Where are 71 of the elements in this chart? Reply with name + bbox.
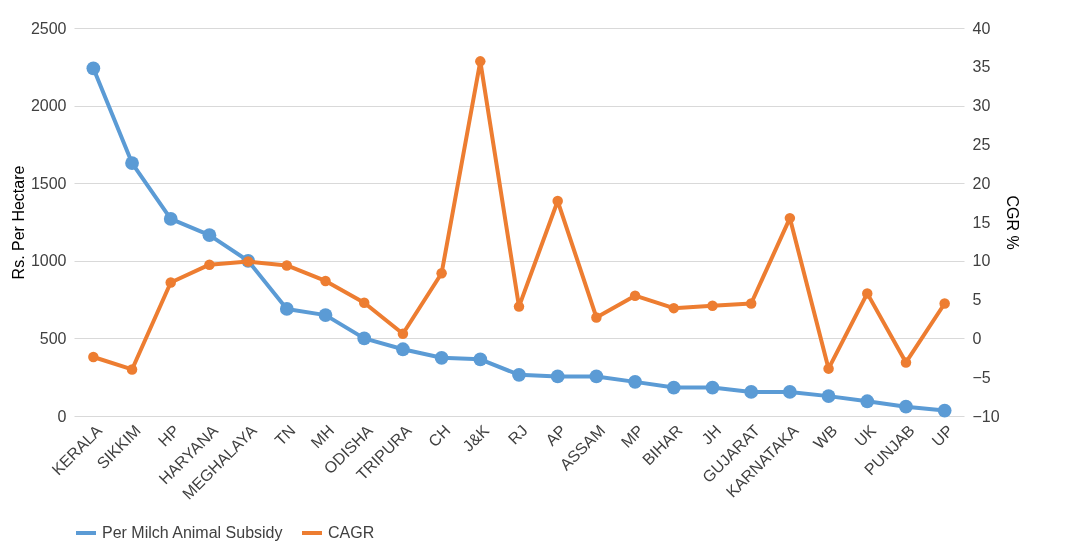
y-tick-label: 2500	[30, 19, 67, 37]
y2-tick-label: 40	[972, 19, 991, 37]
point	[513, 301, 525, 312]
point	[434, 350, 449, 365]
point	[475, 56, 486, 67]
y2-axis-title: CGR %	[1003, 195, 1021, 250]
y2-tick-label: 35	[972, 58, 991, 76]
x-tick-label: CH	[425, 421, 454, 451]
point	[628, 374, 642, 389]
x-tick-label: AP	[542, 421, 570, 449]
point	[550, 369, 565, 384]
point	[281, 260, 293, 271]
y2-tick-label: 5	[972, 291, 982, 309]
point	[357, 331, 372, 346]
point	[821, 389, 836, 404]
y-tick-label: 1000	[30, 252, 67, 270]
point	[939, 298, 950, 309]
point	[88, 351, 99, 363]
x-tick-label: RJ	[504, 421, 531, 448]
y-tick-label: 2000	[30, 97, 67, 115]
x-tick-label: TN	[271, 421, 299, 449]
point	[358, 297, 370, 308]
y2-tick-label: 30	[972, 97, 991, 115]
point	[473, 352, 488, 367]
point	[436, 267, 447, 279]
x-tick-label: J&K	[459, 421, 493, 455]
point	[165, 277, 176, 288]
point	[279, 302, 294, 316]
y2-tick-label: −10	[972, 407, 1000, 425]
point	[862, 288, 873, 299]
point	[591, 312, 602, 323]
point	[86, 61, 101, 76]
point	[397, 328, 409, 339]
y2-tick-label: 0	[972, 329, 982, 347]
point	[320, 275, 331, 287]
point	[125, 156, 139, 170]
point	[512, 367, 526, 382]
y2-tick-label: 10	[972, 252, 991, 270]
point	[745, 298, 757, 309]
point	[860, 394, 875, 409]
legend-label: Per Milch Animal Subsidy	[102, 524, 283, 541]
point	[744, 385, 759, 399]
y-tick-label: 1500	[30, 174, 67, 192]
point	[668, 302, 680, 314]
point	[204, 259, 215, 270]
point	[126, 364, 138, 375]
y2-tick-label: 15	[972, 213, 991, 231]
x-tick-label: MP	[617, 421, 647, 451]
y2-tick-label: 20	[972, 174, 991, 192]
point	[705, 380, 720, 395]
point	[202, 228, 217, 243]
y2-tick-label: 25	[972, 135, 991, 153]
point	[318, 308, 333, 322]
y-axis-title: Rs. Per Hectare	[9, 165, 27, 280]
y-tick-label: 0	[57, 407, 67, 425]
y-tick-label: 500	[39, 329, 67, 347]
point	[707, 300, 718, 312]
point	[937, 403, 952, 418]
x-tick-label: UP	[928, 421, 957, 450]
y2-tick-label: −5	[972, 368, 991, 386]
point	[899, 399, 913, 414]
point	[900, 357, 912, 368]
point	[823, 363, 834, 374]
legend-label: CAGR	[328, 524, 375, 541]
point	[589, 369, 604, 384]
point	[666, 380, 681, 395]
point	[629, 290, 641, 301]
point	[782, 385, 797, 399]
point	[396, 342, 410, 357]
x-tick-label: WB	[810, 421, 841, 453]
point	[163, 212, 178, 226]
